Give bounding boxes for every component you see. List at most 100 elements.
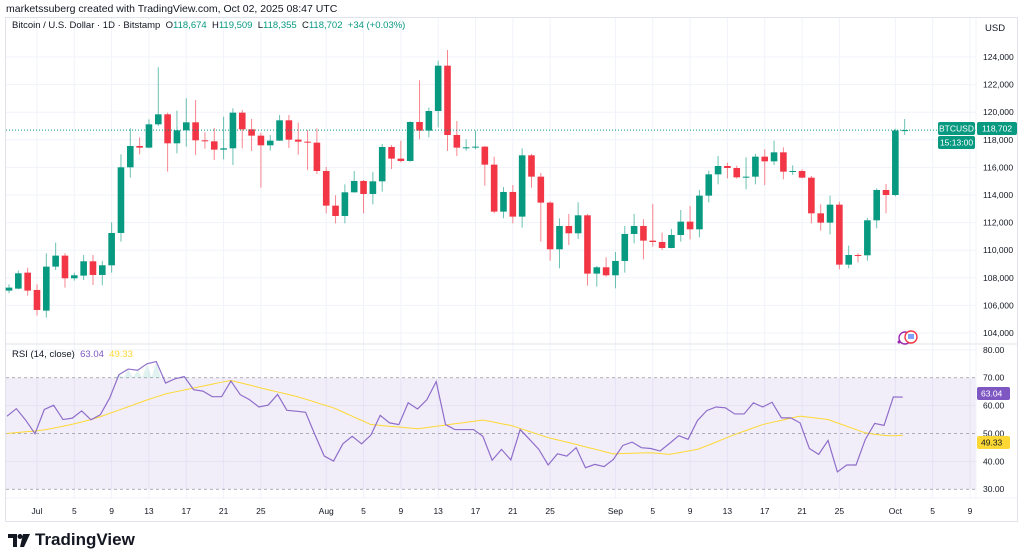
rsi-tick-label: 70.00: [983, 373, 1005, 383]
candle-down: [397, 140, 405, 163]
candle-body: [33, 289, 41, 310]
chart-frame: [5, 17, 1018, 522]
candle-body: [99, 265, 106, 275]
candle-down: [332, 195, 339, 224]
candle-down: [854, 253, 862, 263]
candle-body: [761, 156, 769, 162]
candle-body: [126, 145, 134, 168]
candle-body: [826, 204, 834, 223]
candle-body: [770, 152, 778, 162]
candle-body: [546, 202, 554, 250]
candle-body: [397, 158, 405, 161]
price-tick-label: 108,000: [983, 273, 1014, 283]
candle-up: [864, 217, 871, 261]
candle-body: [686, 221, 694, 230]
candle-down: [285, 114, 293, 148]
events-icon[interactable]: [897, 330, 918, 345]
rsi-ma-value: 49.33: [109, 349, 133, 360]
open-value: 118,674: [173, 20, 207, 31]
candle-down: [882, 183, 890, 214]
candle-down: [238, 109, 246, 149]
candle-body: [574, 215, 582, 234]
candle-up: [873, 188, 880, 229]
time-tick-label: 9: [398, 506, 403, 516]
candle-body: [388, 146, 395, 159]
time-tick-label: 17: [471, 506, 481, 516]
ticker-tag: BTCUSD: [939, 124, 974, 134]
candle-down: [89, 254, 97, 285]
rsi-value-tag-bg: [977, 387, 1010, 400]
rsi-title: RSI (14, close): [12, 349, 75, 360]
last-price-label: 118,702: [982, 124, 1012, 134]
candle-up: [117, 154, 125, 242]
candle-up: [677, 209, 685, 242]
candle-body: [89, 261, 97, 275]
price-tick-label: 112,000: [983, 218, 1013, 228]
candle-up: [5, 284, 13, 294]
currency-label[interactable]: USD: [985, 23, 1006, 34]
candle-down: [537, 172, 545, 242]
bar-countdown: 15:13:00: [940, 138, 973, 148]
time-tick-label: 21: [508, 506, 518, 516]
candle-body: [350, 180, 358, 193]
time-tick-label: Aug: [319, 506, 334, 516]
time-tick-label: 5: [361, 506, 366, 516]
candle-down: [322, 166, 330, 214]
candle-up: [182, 98, 190, 147]
candle-down: [136, 137, 143, 155]
time-tick-label: 13: [144, 506, 154, 516]
candle-body: [854, 254, 862, 256]
candle-down: [192, 99, 199, 155]
price-tick-label: 104,000: [983, 328, 1014, 338]
candle-body: [360, 180, 367, 194]
time-tick-label: 25: [545, 506, 555, 516]
candle-body: [621, 233, 629, 261]
candle-body: [528, 155, 535, 177]
candle-up: [154, 67, 162, 126]
candle-down: [686, 205, 694, 240]
bar-countdown-bg: [938, 136, 975, 149]
rsi-band-fill: [6, 377, 976, 490]
candle-up: [789, 165, 797, 175]
low-value: 118,355: [263, 20, 297, 31]
candle-up: [229, 108, 237, 165]
tradingview-logo[interactable]: TradingView: [8, 530, 135, 550]
candle-body: [602, 267, 610, 276]
candle-body: [145, 124, 153, 148]
price-tags: BTCUSD 15:13:00 118,702 63.04 49.33: [938, 122, 1017, 449]
candle-body: [808, 177, 815, 214]
rsi-value: 63.04: [80, 349, 104, 360]
candle-body: [677, 221, 685, 235]
candle-body: [705, 174, 713, 196]
candle-up: [612, 251, 619, 289]
candle-body: [789, 170, 797, 172]
candle-body: [780, 152, 787, 172]
candle-body: [61, 255, 69, 279]
candle-body: [453, 134, 461, 148]
candle-body: [80, 261, 87, 276]
candle-up: [425, 107, 433, 138]
candle-up: [15, 270, 22, 290]
rsi-tick-label: 50.00: [983, 428, 1005, 438]
price-tick-label: 106,000: [983, 300, 1014, 310]
candle-up: [556, 218, 563, 269]
candle-up: [108, 222, 115, 273]
candle-body: [425, 110, 433, 131]
price-tick-label: 120,000: [983, 107, 1014, 117]
close-value: 118,702: [308, 20, 343, 31]
candle-up: [770, 140, 778, 165]
rsi-ma-tag: 49.33: [981, 438, 1003, 448]
candle-body: [341, 192, 349, 216]
candle-body: [266, 140, 274, 146]
candle-body: [509, 191, 517, 217]
time-tick-label: 21: [219, 506, 229, 516]
candle-down: [388, 144, 395, 169]
candle-body: [696, 195, 703, 230]
candle-down: [294, 122, 302, 155]
time-tick-label: 25: [256, 506, 266, 516]
time-tick-label: 5: [930, 506, 935, 516]
ticker-tag-bg: [938, 122, 975, 135]
candle-up: [350, 170, 358, 193]
candle-body: [518, 155, 526, 217]
